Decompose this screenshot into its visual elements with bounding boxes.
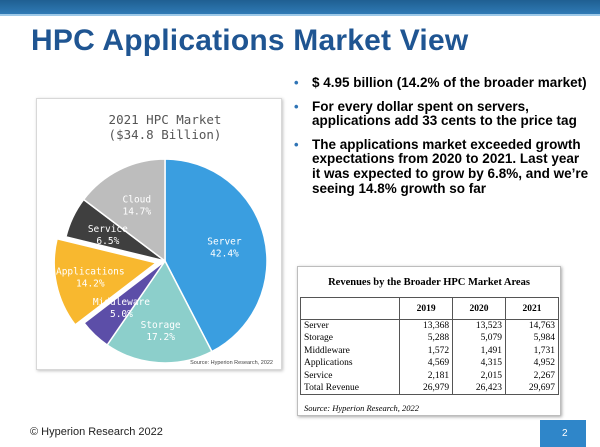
bullet-item: • The applications market exceeded growth…	[290, 136, 590, 196]
table-cell: 1,731	[505, 344, 559, 357]
table-row: Middleware 1,572 1,491 1,731	[299, 344, 559, 357]
top-accent-band-edge	[0, 14, 600, 16]
table-row: Service 2,181 2,015 2,267	[299, 369, 559, 382]
table-cell: 26,423	[452, 382, 507, 395]
table-cell: 14,763	[505, 319, 559, 332]
pie-value-middleware: 5.0%	[110, 309, 133, 320]
page-number-box	[540, 420, 586, 447]
table-cell: 5,079	[452, 332, 507, 345]
pie-value-applications: 14.2%	[76, 279, 105, 290]
pie-label-service: Service	[88, 224, 128, 235]
table-cell: 26,979	[399, 382, 454, 395]
footer-copyright: © Hyperion Research 2022	[30, 426, 163, 438]
column-header	[299, 297, 401, 320]
table-header-row: 2019 2020 2021	[299, 297, 559, 320]
top-accent-band	[0, 0, 600, 14]
chart-subtitle: ($34.8 Billion)	[109, 127, 222, 142]
table-cell: 13,523	[452, 319, 507, 332]
table-cell: 1,572	[399, 344, 454, 357]
pie-slice-cloud	[82, 158, 166, 263]
column-header: 2020	[452, 297, 507, 320]
bullet-dot-icon: •	[294, 75, 299, 90]
pie-slice-server	[164, 158, 268, 353]
table-source: Source: Hyperion Research, 2022	[304, 403, 420, 413]
bullet-text: $ 4.95 billion (14.2% of the broader mar…	[312, 75, 587, 90]
bullet-text: For every dollar spent on servers, appli…	[312, 98, 577, 129]
row-label: Applications	[299, 357, 401, 370]
revenue-table-card: Revenues by the Broader HPC Market Areas…	[297, 266, 561, 416]
slide-title: HPC Applications Market View	[31, 24, 469, 57]
table-cell: 5,984	[505, 332, 559, 345]
pie-slice-applications	[53, 237, 158, 326]
table-cell: 5,288	[399, 332, 454, 345]
row-label: Server	[299, 319, 401, 332]
revenue-table: 2019 2020 2021 Server 13,368 13,523 14,7…	[299, 297, 559, 395]
column-header: 2019	[399, 297, 454, 320]
table-row: Storage 5,288 5,079 5,984	[299, 332, 559, 345]
table-cell: 13,368	[399, 319, 454, 332]
pie-chart: 2021 HPC Market ($34.8 Billion) Server42…	[53, 112, 273, 366]
table-cell: 29,697	[505, 382, 559, 395]
table-row-total: Total Revenue 26,979 26,423 29,697	[299, 382, 559, 395]
bullet-text: The applications market exceeded growth …	[312, 136, 589, 196]
bullet-dot-icon: •	[294, 136, 299, 152]
table-cell: 4,569	[399, 357, 454, 370]
pie-label-storage: Storage	[141, 320, 181, 331]
column-header: 2021	[505, 297, 559, 320]
table-cell: 4,315	[452, 357, 507, 370]
table-caption: Revenues by the Broader HPC Market Areas	[328, 276, 530, 288]
pie-label-applications: Applications	[56, 267, 125, 278]
bullet-item: • $ 4.95 billion (14.2% of the broader ma…	[290, 75, 590, 91]
row-label: Storage	[299, 332, 401, 345]
bullet-item: • For every dollar spent on servers, appl…	[290, 98, 590, 129]
pie-value-cloud: 14.7%	[123, 206, 152, 217]
pie-value-storage: 17.2%	[146, 332, 175, 343]
table-cell: 2,267	[505, 369, 559, 382]
table-cell: 2,181	[399, 369, 454, 382]
row-label: Service	[299, 369, 401, 382]
pie-chart-card: 2021 HPC Market ($34.8 Billion) Server 42…	[36, 98, 282, 370]
row-label: Middleware	[299, 344, 401, 357]
chart-source: Source: Hyperion Research, 2022	[190, 360, 273, 366]
table-row: Server 13,368 13,523 14,763	[299, 319, 559, 332]
pie-label-cloud: Cloud	[123, 194, 152, 205]
table-cell: 1,491	[452, 344, 507, 357]
pie-value-service: 6.5%	[96, 236, 119, 247]
pie-value-server: 42.4%	[210, 249, 239, 260]
page-number: 2	[562, 428, 568, 439]
chart-title: 2021 HPC Market	[109, 112, 222, 127]
table-cell: 2,015	[452, 369, 507, 382]
bullet-list: • $ 4.95 billion (14.2% of the broader ma…	[290, 75, 590, 205]
pie-label-server: Server	[207, 237, 242, 248]
pie-slice-middleware	[82, 260, 166, 347]
pie-slices	[53, 158, 268, 364]
pie-slice-storage	[106, 259, 213, 364]
bullet-dot-icon: •	[294, 98, 299, 114]
table-row: Applications 4,569 4,315 4,952	[299, 357, 559, 370]
pie-label-middleware: Middleware	[93, 297, 150, 308]
table-cell: 4,952	[505, 357, 559, 370]
row-label: Total Revenue	[299, 382, 401, 395]
